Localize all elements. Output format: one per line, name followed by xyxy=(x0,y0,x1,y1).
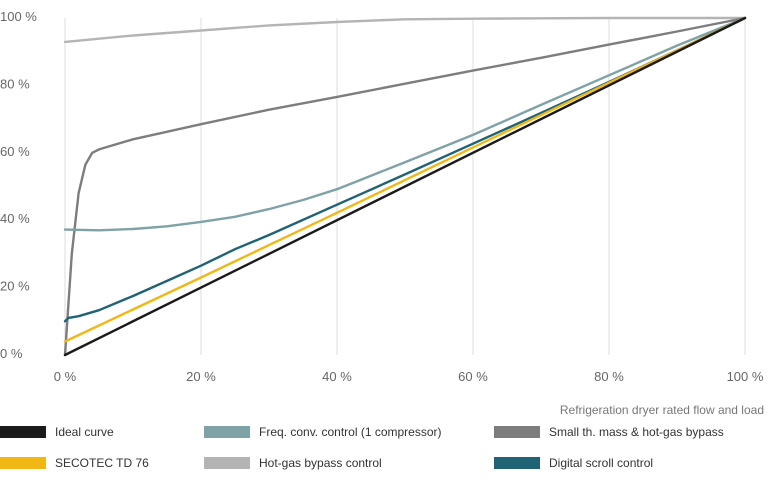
legend-label: Ideal curve xyxy=(55,425,114,439)
series-line-small-th-mass-hot-gas-bypass xyxy=(63,16,747,357)
line-chart: 0 % 20 % 40 % 60 % 80 % 100 % 0 % 20 % 40 % 60 %… xyxy=(0,9,764,417)
y-tick-label: 0 % xyxy=(0,346,23,361)
x-axis-ticks: 0 % 20 % 40 % 60 % 80 % 100 % xyxy=(54,369,764,384)
series-line-digital-scroll-control xyxy=(63,16,747,323)
y-tick-label: 80 % xyxy=(0,76,30,91)
legend-item-ideal-curve: Ideal curve xyxy=(0,424,114,440)
x-tick-label: 40 % xyxy=(322,369,352,384)
y-tick-label: 100 % xyxy=(0,9,37,24)
legend: Ideal curve Freq. conv. control (1 compr… xyxy=(0,420,783,504)
legend-label: Freq. conv. control (1 compressor) xyxy=(259,425,442,439)
legend-swatch xyxy=(494,426,540,438)
y-axis-ticks: 0 % 20 % 40 % 60 % 80 % 100 % xyxy=(0,9,37,361)
x-tick-label: 80 % xyxy=(594,369,624,384)
legend-label: SECOTEC TD 76 xyxy=(55,456,149,470)
legend-item-small-thermal-mass: Small th. mass & hot-gas bypass xyxy=(494,424,724,440)
x-axis-label: Refrigeration dryer rated flow and load xyxy=(560,403,764,417)
x-tick-label: 20 % xyxy=(186,369,216,384)
legend-swatch xyxy=(0,457,46,469)
legend-item-secotec: SECOTEC TD 76 xyxy=(0,455,149,471)
legend-label: Small th. mass & hot-gas bypass xyxy=(549,425,724,439)
legend-item-freq-conv: Freq. conv. control (1 compressor) xyxy=(204,424,442,440)
y-tick-label: 20 % xyxy=(0,279,30,294)
series-line-ideal-curve xyxy=(63,16,747,357)
legend-swatch xyxy=(0,426,46,438)
legend-swatch xyxy=(204,457,250,469)
legend-item-hot-gas-bypass: Hot-gas bypass control xyxy=(204,455,382,471)
series-line-hot-gas-bypass-control xyxy=(63,16,747,44)
legend-label: Hot-gas bypass control xyxy=(259,456,382,470)
x-tick-label: 60 % xyxy=(458,369,488,384)
y-tick-label: 60 % xyxy=(0,144,30,159)
legend-item-digital-scroll: Digital scroll control xyxy=(494,455,653,471)
legend-label: Digital scroll control xyxy=(549,456,654,470)
series-line-secotec-td-76 xyxy=(63,16,747,343)
x-tick-label: 100 % xyxy=(727,369,764,384)
series-group xyxy=(63,16,747,357)
series-line-freq-conv-control-1-compressor xyxy=(63,16,747,232)
x-tick-label: 0 % xyxy=(54,369,77,384)
y-tick-label: 40 % xyxy=(0,211,30,226)
legend-swatch xyxy=(494,457,540,469)
legend-swatch xyxy=(204,426,250,438)
